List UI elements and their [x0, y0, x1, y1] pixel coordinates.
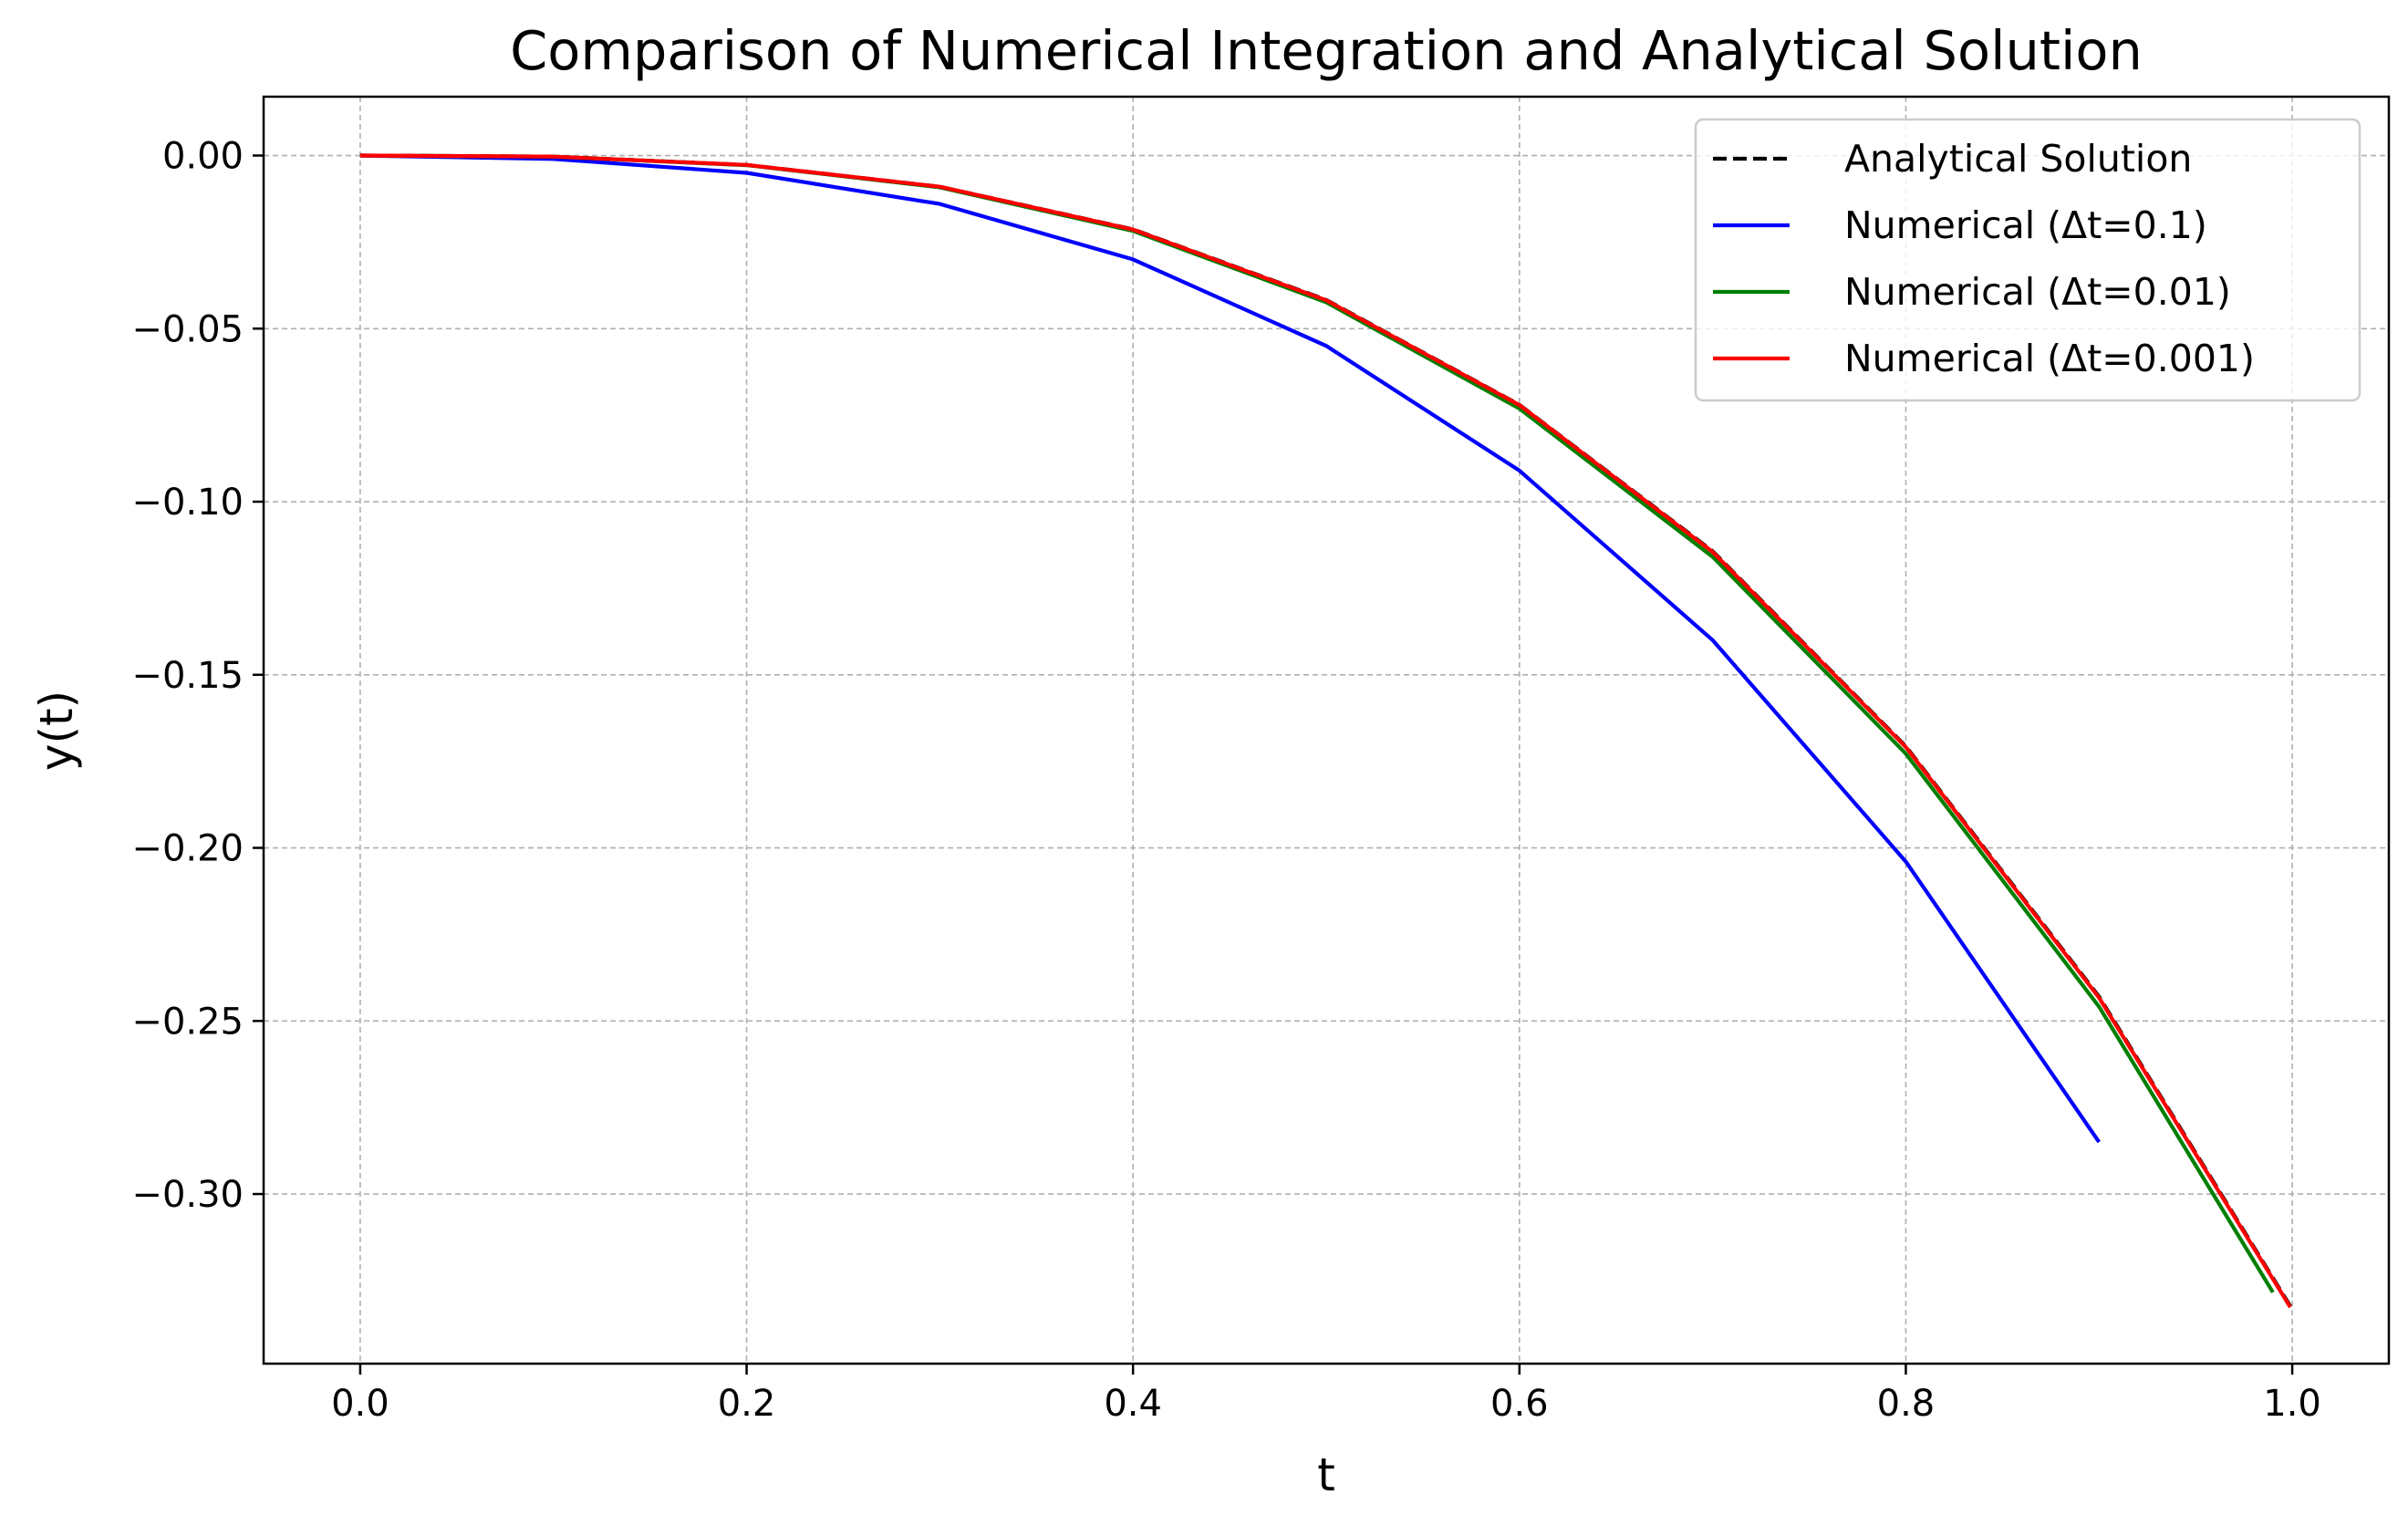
y-axis-label: y(t): [30, 690, 83, 771]
series-lines: [359, 153, 2294, 1311]
series-line-1: [359, 153, 2102, 1144]
x-tick-label: 0.2: [718, 1383, 776, 1425]
y-tick-label: −0.25: [131, 1001, 244, 1043]
x-tick-label: 0.4: [1104, 1383, 1162, 1425]
y-tick-label: −0.20: [131, 828, 244, 870]
x-tick-label: 1.0: [2263, 1383, 2321, 1425]
legend-label: Numerical (Δt=0.01): [1844, 270, 2231, 314]
x-tick-label: 0.6: [1490, 1383, 1549, 1425]
axis-ticks: 0.0 0.2 0.4 0.6 0.8 1.0 0.00 −0.05 −0.10 −0.15 −0.…: [131, 136, 2320, 1425]
y-tick-label: −0.15: [131, 655, 244, 697]
x-tick-label: 0.0: [331, 1383, 389, 1425]
plot-frame: [262, 95, 2391, 1365]
grid-lines: [264, 97, 2389, 1364]
legend-label: Numerical (Δt=0.1): [1844, 203, 2207, 247]
legend: Analytical Solution Numerical (Δt=0.1) Num…: [1694, 118, 2361, 402]
x-tick-label: 0.8: [1877, 1383, 1936, 1425]
y-tick-label: 0.00: [162, 136, 244, 178]
x-axis-label: t: [1317, 1448, 1335, 1501]
legend-label: Numerical (Δt=0.001): [1844, 337, 2255, 380]
legend-box: [1694, 118, 2361, 402]
legend-label: Analytical Solution: [1844, 137, 2192, 181]
chart-title: Comparison of Numerical Integration and …: [510, 19, 2143, 82]
y-tick-label: −0.30: [131, 1174, 244, 1216]
y-tick-label: −0.05: [131, 308, 244, 350]
series-line-3: [359, 153, 2292, 1309]
y-tick-label: −0.10: [131, 482, 244, 524]
